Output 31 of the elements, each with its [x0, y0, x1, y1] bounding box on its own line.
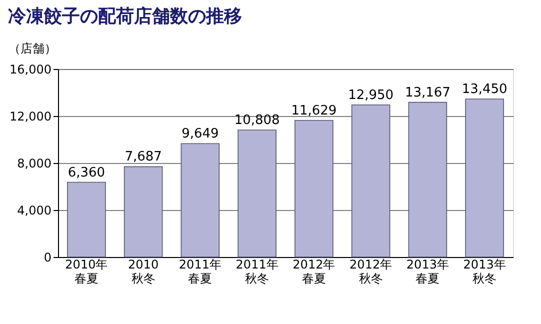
chart-title: 冷凍餃子の配荷店舗数の推移 [8, 6, 242, 27]
x-tick-label: 2013年秋冬 [463, 258, 506, 286]
data-label: 10,808 [234, 113, 280, 128]
y-tick-label: 16,000 [10, 62, 52, 76]
data-label: 12,950 [348, 88, 394, 103]
bar [238, 130, 276, 258]
bar [351, 104, 390, 258]
data-label: 6,360 [68, 165, 106, 180]
x-tick-label: 2013年春夏 [406, 258, 449, 286]
bar [180, 143, 220, 258]
x-tick-label: 2012年秋冬 [350, 258, 392, 286]
x-tick-label: 2011年秋冬 [236, 258, 278, 286]
y-axis-title: （店舗） [8, 42, 56, 56]
bar [124, 166, 163, 258]
x-tick-label: 2011年春夏 [178, 258, 222, 286]
bar [67, 182, 106, 258]
y-tick-label: 12,000 [10, 110, 52, 124]
data-label: 9,649 [182, 126, 219, 142]
y-tick-label: 8,000 [17, 156, 52, 170]
data-label: 13,450 [462, 82, 508, 97]
data-label: 7,687 [124, 150, 162, 165]
y-tick-label: 4,000 [17, 204, 52, 218]
x-tick-label: 2012年春夏 [292, 258, 336, 286]
data-label: 11,629 [291, 103, 337, 118]
bar [294, 120, 334, 258]
y-tick-label: 0 [44, 250, 52, 264]
bar [465, 98, 504, 258]
bar [408, 102, 448, 258]
x-tick-label: 2010秋冬 [128, 258, 159, 286]
x-tick-label: 2010年春夏 [65, 258, 108, 286]
data-label: 13,167 [404, 85, 450, 100]
